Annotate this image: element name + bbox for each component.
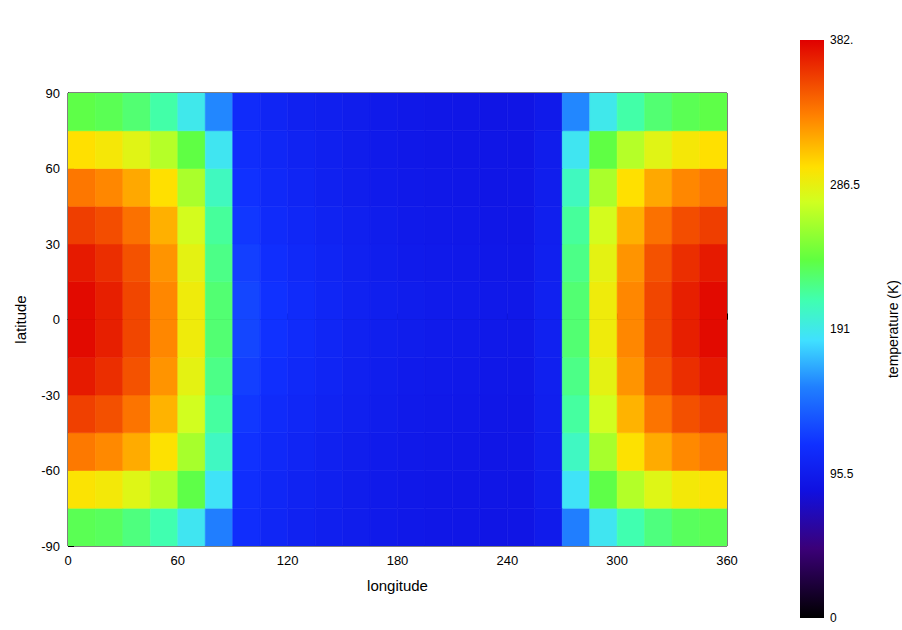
svg-text:240: 240 <box>496 553 518 568</box>
svg-text:temperature (K): temperature (K) <box>885 280 901 378</box>
svg-text:0: 0 <box>64 553 71 568</box>
svg-text:60: 60 <box>171 553 185 568</box>
svg-text:60: 60 <box>46 161 60 176</box>
svg-text:382.: 382. <box>830 33 853 47</box>
svg-text:0: 0 <box>830 611 837 625</box>
svg-text:286.5: 286.5 <box>830 178 860 192</box>
svg-text:360: 360 <box>716 553 738 568</box>
svg-text:90: 90 <box>46 86 60 101</box>
svg-text:-60: -60 <box>41 463 60 478</box>
svg-text:longitude: longitude <box>367 577 428 594</box>
svg-text:95.5: 95.5 <box>830 467 854 481</box>
svg-text:30: 30 <box>46 237 60 252</box>
svg-text:0: 0 <box>53 312 60 327</box>
svg-text:-30: -30 <box>41 388 60 403</box>
svg-text:180: 180 <box>387 553 409 568</box>
svg-text:-90: -90 <box>41 539 60 554</box>
svg-text:120: 120 <box>277 553 299 568</box>
svg-text:latitude: latitude <box>12 295 29 343</box>
svg-text:300: 300 <box>606 553 628 568</box>
svg-text:191: 191 <box>830 322 850 336</box>
